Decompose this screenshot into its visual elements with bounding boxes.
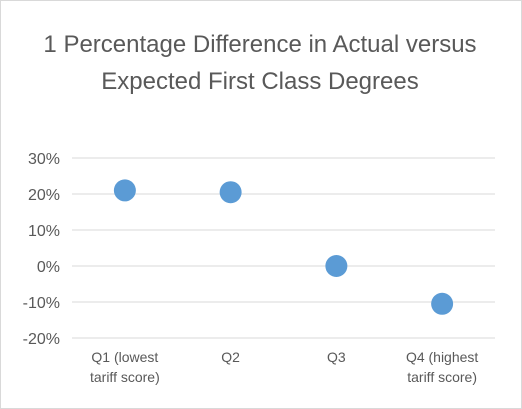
gridlines xyxy=(72,157,495,339)
y-tick-label: -20% xyxy=(23,331,60,348)
y-tick-label: 0% xyxy=(37,259,60,276)
x-axis-category-labels: Q1 (lowest tariff score) Q2 Q3 Q4 (highest ta… xyxy=(90,349,478,385)
x-category-label: Q4 (highest tariff score) xyxy=(406,349,478,385)
data-point xyxy=(219,181,242,204)
y-tick-label: -10% xyxy=(23,295,60,312)
y-tick-label: 30% xyxy=(28,151,60,168)
data-point xyxy=(325,255,348,277)
x-category-label: Q2 xyxy=(221,349,240,365)
chart-title: 1 Percentage Difference in Actual versus… xyxy=(43,31,477,95)
x-category-label: Q1 (lowest tariff score) xyxy=(90,349,160,385)
x-category-label: Q3 xyxy=(327,349,346,365)
y-axis-tick-labels: -20% -10% 0% 10% 20% 30% xyxy=(23,151,60,348)
data-point xyxy=(113,179,136,202)
data-point xyxy=(431,292,454,315)
y-tick-label: 10% xyxy=(28,223,60,240)
y-tick-label: 20% xyxy=(28,187,60,204)
data-points xyxy=(113,179,454,315)
